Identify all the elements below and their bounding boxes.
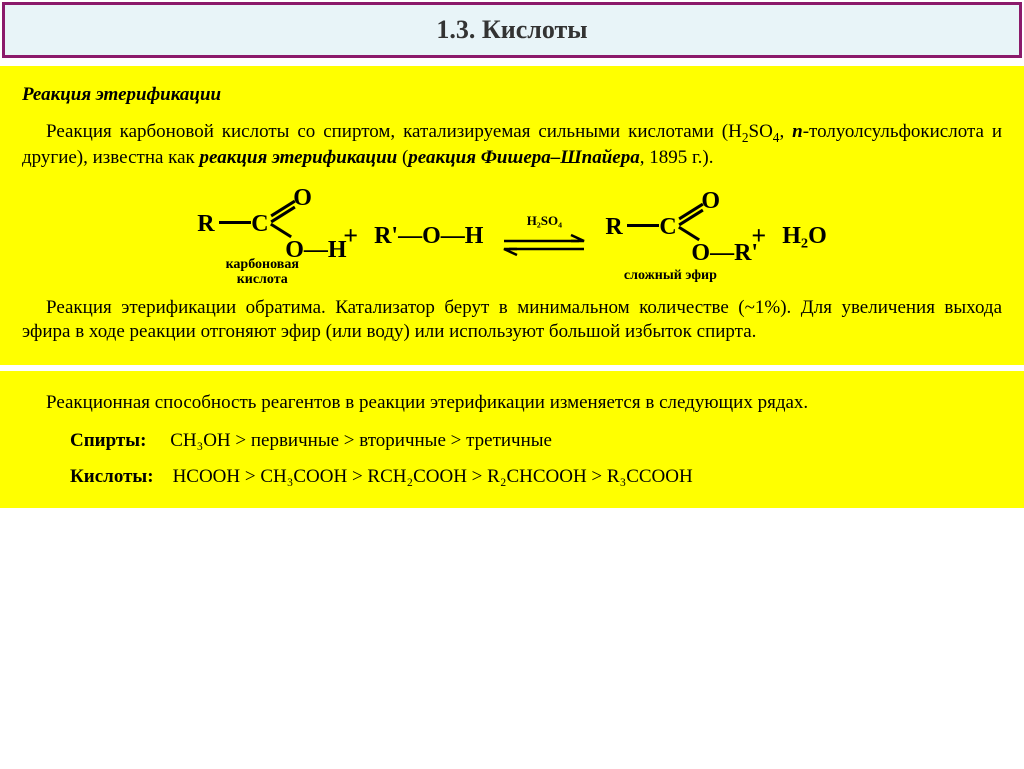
- intro-paragraph: Реакция карбоновой кислоты со спиртом, к…: [22, 120, 1002, 171]
- ester-OR: O—R': [691, 240, 758, 267]
- ester-dblO: O: [701, 188, 720, 215]
- p1-g: (: [397, 147, 408, 168]
- acid-R: R: [197, 211, 214, 238]
- carboxylic-acid: R C O O—H карбоновая кислота: [197, 185, 327, 288]
- ester-C: C: [659, 214, 676, 241]
- p1-d: n: [792, 121, 803, 142]
- acid-OH: O—H: [285, 237, 346, 264]
- p1-c: ,: [779, 121, 792, 142]
- paragraph-2: Реакция этерификации обратима. Катализат…: [22, 296, 1002, 345]
- p1-a: Реакция карбоновой кислоты со спиртом, к…: [46, 121, 742, 142]
- p1-i: , 1895 г.).: [640, 147, 714, 168]
- acid-dblO: O: [293, 185, 312, 212]
- acids-label: Кислоты:: [46, 466, 154, 488]
- slide-title: 1.3. Кислоты: [2, 2, 1022, 58]
- ester: R C O O—R' сложный эфир: [605, 188, 735, 283]
- content-block-1: Реакция этерификации Реакция карбоновой …: [0, 66, 1024, 365]
- section-heading: Реакция этерификации: [22, 84, 1002, 106]
- equilibrium-arrow: H₂SO₄: [499, 213, 589, 259]
- acids-series: HCOOH > CH₃COOH > RCH₂COOH > R₂CHCOOH > …: [173, 466, 693, 487]
- paragraph-3: Реакционная способность реагентов в реак…: [22, 391, 1002, 416]
- alcohols-label: Спирты:: [46, 430, 146, 452]
- acid-C: C: [251, 211, 268, 238]
- water: H₂O: [782, 223, 827, 250]
- p1-b: SO: [749, 121, 773, 142]
- alcohols-series: CH₃OH > первичные > вторичные > третичны…: [170, 430, 552, 451]
- p1-f: реакция этерификации: [200, 147, 398, 168]
- alcohol: R'—O—H: [374, 223, 483, 250]
- acids-row: Кислоты: HCOOH > CH₃COOH > RCH₂COOH > R₂…: [22, 466, 1002, 488]
- alcohols-row: Спирты: CH₃OH > первичные > вторичные > …: [22, 430, 1002, 452]
- alcohol-formula: R'—O—H: [374, 223, 483, 250]
- water-formula: H₂O: [782, 223, 827, 250]
- catalyst-label: H₂SO₄: [527, 213, 562, 229]
- content-block-2: Реакционная способность реагентов в реак…: [0, 371, 1024, 508]
- p1-h: реакция Фишера–Шпайера: [408, 147, 639, 168]
- ester-label: сложный эфир: [624, 268, 717, 283]
- sub2: 2: [742, 130, 749, 145]
- acid-label-2: кислота: [237, 272, 288, 287]
- reaction-scheme: R C O O—H карбоновая кислота + R'—O—H H₂…: [22, 185, 1002, 288]
- ester-R: R: [605, 214, 622, 241]
